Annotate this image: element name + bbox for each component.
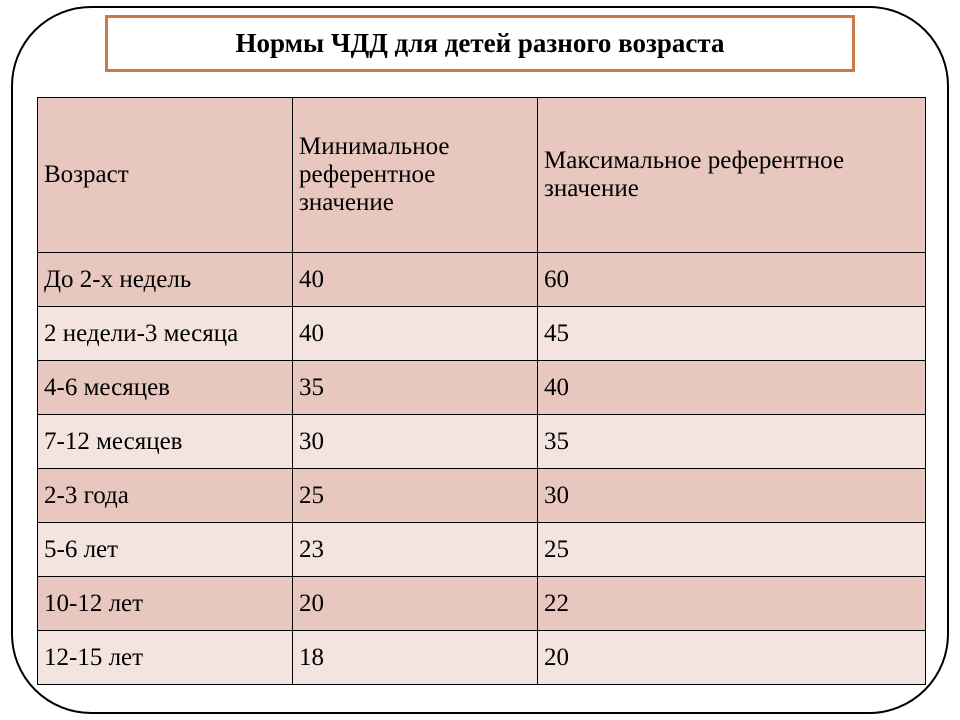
table-row: 12-15 лет 18 20 — [38, 631, 926, 685]
table-row: 2 недели-3 месяца 40 45 — [38, 307, 926, 361]
table-body: До 2-х недель 40 60 2 недели-3 месяца 40… — [38, 253, 926, 685]
title-box: Нормы ЧДД для детей разного возраста — [105, 15, 855, 72]
table-header-row: Возраст Минимальное референтное значение… — [38, 98, 926, 253]
col-header-min: Минимальное референтное значение — [293, 98, 538, 253]
cell-age: 7-12 месяцев — [38, 415, 293, 469]
cell-min: 35 — [293, 361, 538, 415]
cell-age: До 2-х недель — [38, 253, 293, 307]
table-row: 5-6 лет 23 25 — [38, 523, 926, 577]
cell-max: 20 — [538, 631, 926, 685]
cell-age: 10-12 лет — [38, 577, 293, 631]
table-row: 7-12 месяцев 30 35 — [38, 415, 926, 469]
cell-min: 30 — [293, 415, 538, 469]
cell-max: 60 — [538, 253, 926, 307]
cell-min: 40 — [293, 307, 538, 361]
cell-max: 25 — [538, 523, 926, 577]
cell-min: 18 — [293, 631, 538, 685]
col-header-max: Максимальное референтное значение — [538, 98, 926, 253]
col-header-age: Возраст — [38, 98, 293, 253]
table-row: До 2-х недель 40 60 — [38, 253, 926, 307]
cell-min: 25 — [293, 469, 538, 523]
cell-max: 40 — [538, 361, 926, 415]
cell-min: 20 — [293, 577, 538, 631]
cell-age: 5-6 лет — [38, 523, 293, 577]
cell-max: 45 — [538, 307, 926, 361]
cell-age: 2-3 года — [38, 469, 293, 523]
table-row: 2-3 года 25 30 — [38, 469, 926, 523]
cell-age: 12-15 лет — [38, 631, 293, 685]
respiratory-rate-table: Возраст Минимальное референтное значение… — [37, 97, 926, 685]
cell-max: 22 — [538, 577, 926, 631]
cell-age: 4-6 месяцев — [38, 361, 293, 415]
table-row: 10-12 лет 20 22 — [38, 577, 926, 631]
cell-age: 2 недели-3 месяца — [38, 307, 293, 361]
cell-max: 35 — [538, 415, 926, 469]
cell-min: 23 — [293, 523, 538, 577]
cell-max: 30 — [538, 469, 926, 523]
table-row: 4-6 месяцев 35 40 — [38, 361, 926, 415]
cell-min: 40 — [293, 253, 538, 307]
page-title: Нормы ЧДД для детей разного возраста — [235, 28, 724, 58]
